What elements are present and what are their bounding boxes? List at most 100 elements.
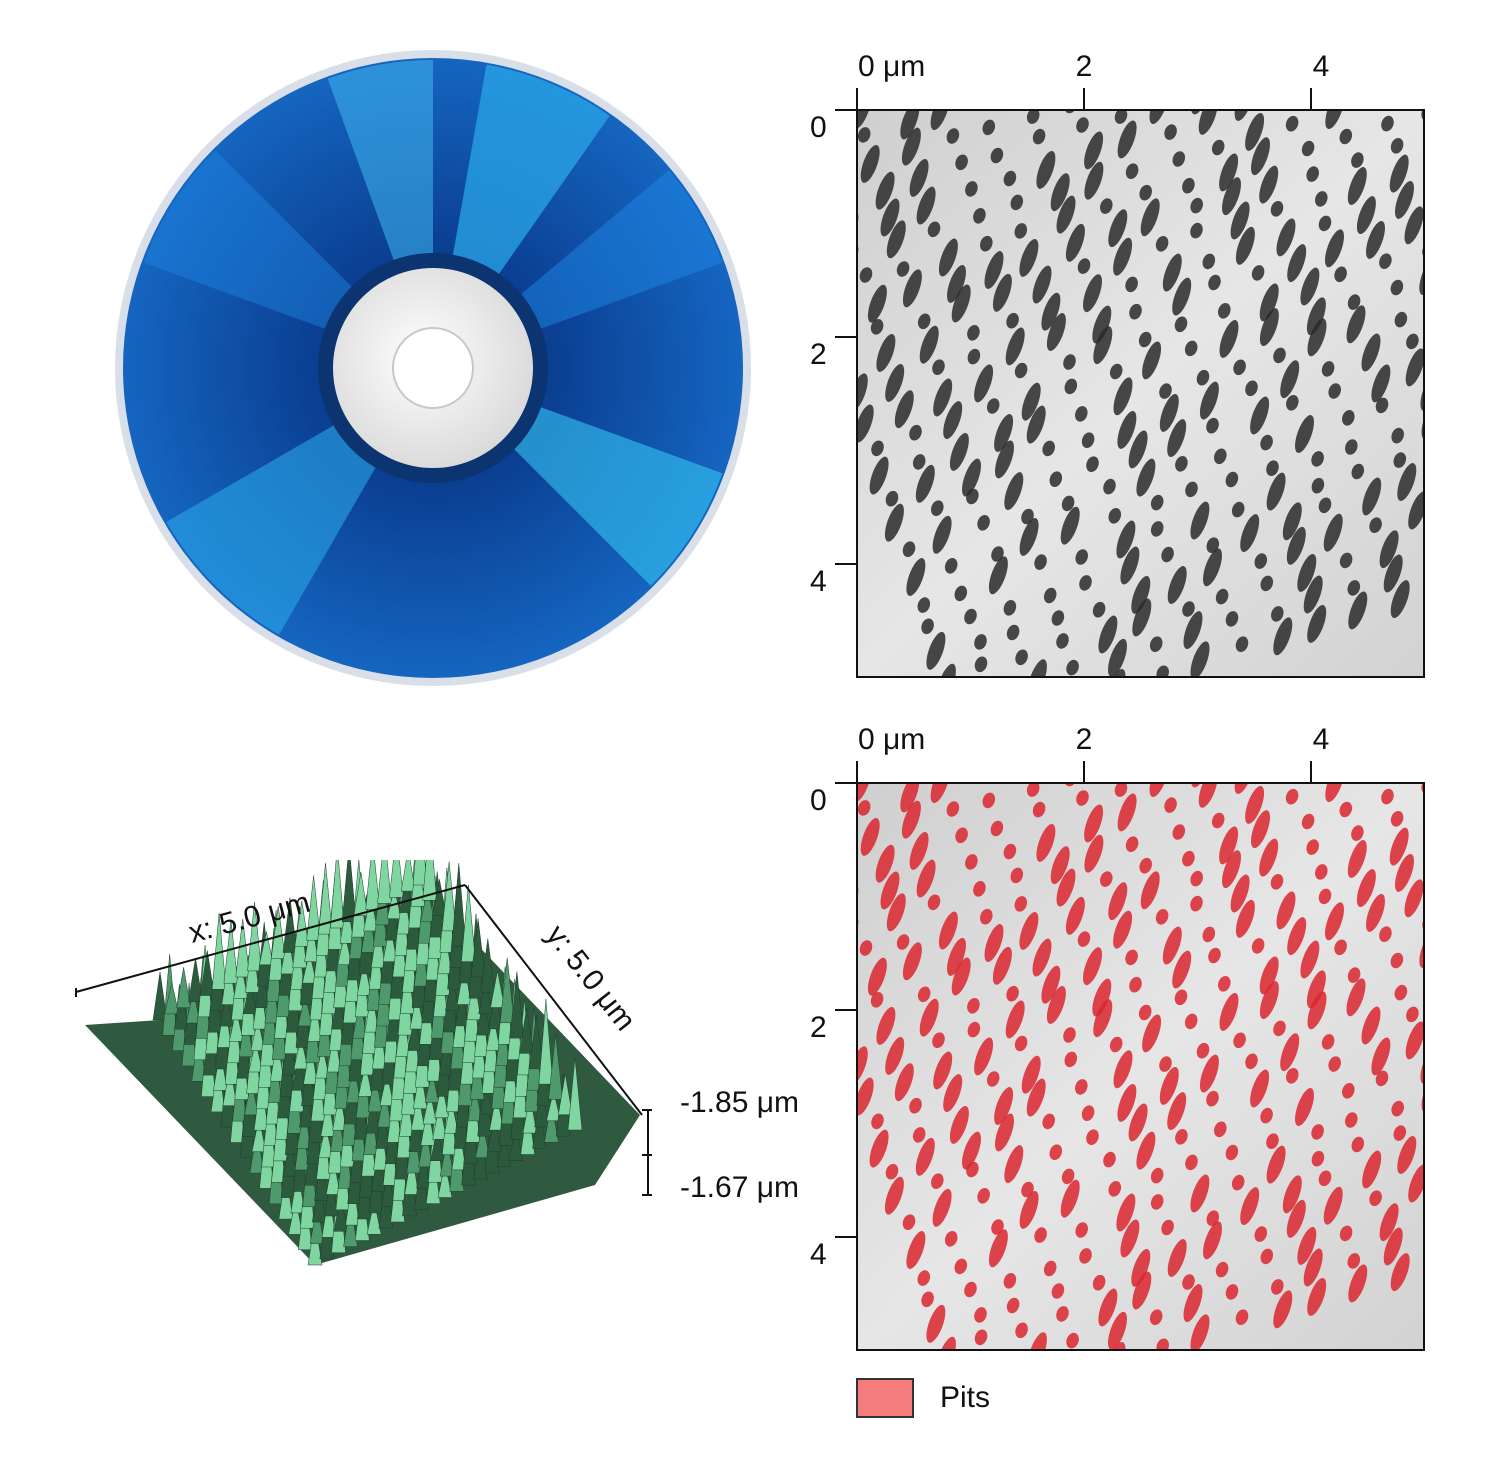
pit [869, 1129, 889, 1168]
pit [906, 1231, 926, 1269]
pit [1077, 931, 1091, 947]
pit [1113, 910, 1133, 949]
pit [1014, 1035, 1028, 1052]
pit [1041, 292, 1061, 331]
surface-spike [567, 1057, 583, 1131]
surface-spike [558, 1073, 573, 1115]
surface-spike [188, 957, 203, 1002]
pit [1172, 950, 1192, 989]
pit [1251, 137, 1270, 176]
pit [927, 221, 941, 238]
pit [1042, 1113, 1055, 1130]
pit [1311, 1124, 1324, 1140]
pit [1003, 843, 1017, 860]
pit [980, 908, 993, 925]
pit [1222, 850, 1241, 889]
pit [1021, 508, 1034, 525]
surface-spike [424, 1072, 440, 1103]
pit [1348, 1264, 1368, 1303]
pit [973, 208, 986, 224]
pit [1056, 868, 1076, 907]
pit [909, 1097, 922, 1114]
pit [1318, 1170, 1332, 1187]
pit [1339, 1225, 1353, 1242]
surface-spike [325, 1157, 341, 1195]
surface-spike [379, 1073, 395, 1106]
pit [1064, 1051, 1078, 1068]
legend-label-pits: Pits [940, 1381, 991, 1414]
pit [1356, 196, 1376, 235]
pit [1202, 253, 1216, 270]
surface-spike [339, 901, 355, 944]
pit [1259, 838, 1279, 877]
pit [1185, 1154, 1198, 1171]
pit [1027, 659, 1047, 677]
pit [1235, 226, 1255, 265]
pit [1113, 1050, 1133, 1089]
pit [1006, 624, 1020, 641]
pit [974, 364, 994, 403]
pit [1162, 253, 1182, 292]
pit [1113, 237, 1133, 276]
pit [1390, 1253, 1410, 1292]
pit [1093, 326, 1113, 365]
pit [1014, 896, 1028, 912]
surface-spike [364, 991, 380, 1033]
pit [1198, 783, 1218, 808]
x-tick-label: 2 [1076, 723, 1093, 756]
pit [1250, 1069, 1270, 1108]
disc-center-hole [392, 327, 474, 409]
pit [967, 325, 980, 341]
surface-spike [326, 1030, 342, 1073]
pit [1405, 348, 1424, 387]
pit [1075, 1079, 1088, 1095]
pit [1394, 311, 1408, 328]
pit [1183, 611, 1203, 650]
pit [1346, 978, 1366, 1017]
pit [1100, 198, 1113, 214]
pit [1295, 415, 1314, 453]
pit [1211, 139, 1225, 156]
pit [1092, 978, 1112, 1017]
surface-spike [309, 1204, 325, 1244]
pit [1240, 1187, 1260, 1226]
pit [1159, 1066, 1179, 1105]
pit [1323, 1186, 1343, 1225]
pit [1021, 1055, 1041, 1094]
pit [915, 464, 935, 503]
x-tick-label: 4 [1313, 723, 1330, 756]
pit [1190, 641, 1210, 677]
pit [954, 1258, 968, 1275]
pit [1063, 354, 1076, 370]
pit [1323, 513, 1343, 552]
pit [1120, 546, 1140, 585]
pit [967, 1021, 981, 1038]
pit [1206, 537, 1220, 553]
pit [966, 488, 979, 505]
pit [1004, 1145, 1024, 1184]
pit [1347, 294, 1361, 310]
pit [886, 220, 906, 259]
pit [1060, 1179, 1080, 1218]
surface-spike [529, 1015, 544, 1070]
pit [1202, 926, 1216, 943]
pit [1375, 1070, 1389, 1087]
pit [1266, 1133, 1279, 1149]
pit [1259, 981, 1279, 1020]
y-tick-label: 0 [810, 784, 827, 817]
pit [875, 171, 895, 210]
pit [1167, 1092, 1187, 1131]
pit [1334, 266, 1347, 283]
pit [1315, 191, 1328, 207]
pit [1125, 276, 1138, 293]
pit [1351, 1136, 1365, 1153]
pit [1182, 601, 1195, 617]
surface-spike [437, 1163, 453, 1198]
pit [990, 147, 1004, 164]
pit [1132, 598, 1152, 637]
pit [1004, 472, 1024, 511]
pit [1076, 790, 1089, 806]
pit [1379, 926, 1392, 942]
x-tick-label: 0 μm [858, 723, 925, 756]
pit [902, 1214, 916, 1230]
